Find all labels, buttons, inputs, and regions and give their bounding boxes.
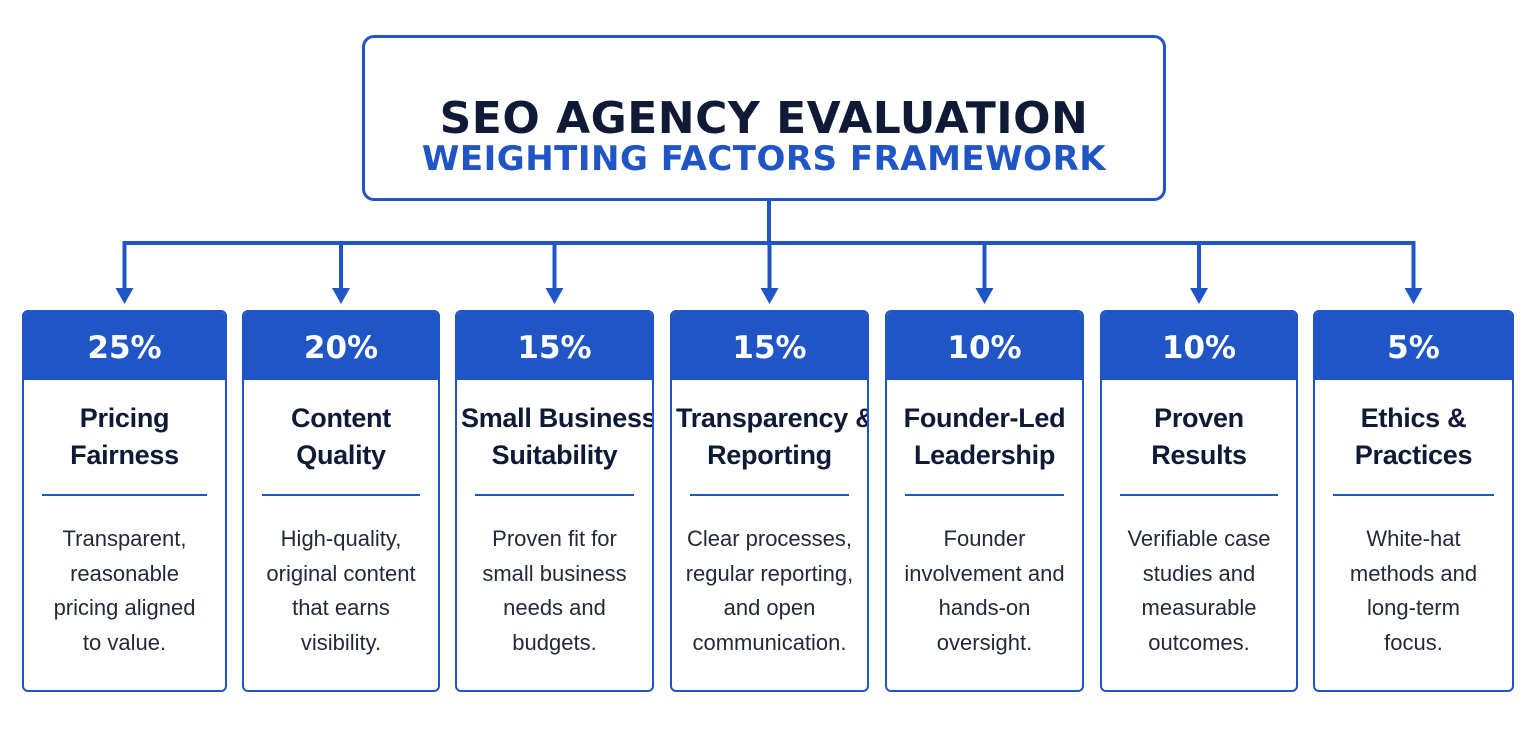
factor-title: Proven Results (1106, 400, 1292, 474)
factor-description-line: Proven fit for (492, 526, 617, 551)
factor-title-line: Founder-Led (903, 403, 1066, 433)
factor-card-transparency-reporting: 15% Transparency & Reporting Clear processe… (670, 310, 869, 692)
factor-description-line: reasonable (70, 560, 179, 586)
card-divider (690, 494, 849, 496)
factor-description-line: regular reporting, (685, 560, 854, 586)
factor-description: Clear processes, regular reporting, and op… (678, 522, 861, 660)
weight-percentage: 10% (1102, 312, 1296, 380)
card-divider (42, 494, 207, 496)
arrowhead-small-business-suitability (545, 288, 564, 304)
factor-description-line: methods and (1349, 560, 1478, 586)
factor-title: Founder-Led Leadership (891, 400, 1078, 474)
card-divider (262, 494, 420, 496)
card-divider (475, 494, 634, 496)
diagram-subtitle: WEIGHTING FACTORS FRAMEWORK (421, 139, 1107, 179)
factor-description-line: to value. (82, 629, 167, 655)
factor-description-line: focus. (1384, 629, 1443, 655)
weight-percentage: 20% (244, 312, 438, 380)
weight-percentage: 25% (24, 312, 225, 380)
factor-card-content-quality: 20% Content Quality High-quality, original c… (242, 310, 440, 692)
factor-title-line: Suitability (491, 440, 618, 470)
factor-description-line: small business (482, 560, 627, 586)
factor-title-line: Results (1151, 440, 1247, 470)
factor-description-line: oversight. (936, 629, 1033, 655)
factor-description-line: communication. (692, 629, 847, 655)
arrowhead-founder-led-leadership (975, 288, 994, 304)
arrowhead-pricing-fairness (115, 288, 134, 304)
weight-percentage: 15% (457, 312, 652, 380)
factor-description-line: hands-on (938, 595, 1031, 620)
factor-description: Founder involvement and hands-on oversight. (893, 522, 1076, 660)
factor-description-line: visibility. (300, 629, 382, 655)
factor-card-small-business-suitability: 15% Small Business Suitability Proven fit f… (455, 310, 654, 692)
factor-title-line: Fairness (70, 440, 179, 470)
factor-description-line: outcomes. (1148, 629, 1250, 655)
factor-description: Transparent, reasonable pricing aligned to … (30, 522, 219, 660)
factor-title-line: Small Business (461, 403, 654, 433)
factor-description-line: budgets. (512, 629, 597, 655)
title-box: SEO AGENCY EVALUATION WEIGHTING FACTORS … (362, 35, 1166, 201)
factor-title-line: Pricing (79, 403, 170, 433)
factor-title: Content Quality (248, 400, 434, 474)
factor-title-line: Leadership (913, 440, 1056, 470)
arrowhead-transparency-reporting (760, 288, 779, 304)
factor-card-ethics-practices: 5% Ethics & Practices White-hat methods and l… (1313, 310, 1514, 692)
factor-description: White-hat methods and long-term focus. (1321, 522, 1506, 660)
factor-description-line: long-term (1367, 595, 1460, 620)
factor-description-line: involvement and (904, 560, 1065, 586)
factor-description-line: High-quality, (280, 526, 402, 551)
factor-title-line: Ethics & (1360, 403, 1467, 433)
weight-percentage: 10% (887, 312, 1082, 380)
card-divider (1333, 494, 1494, 496)
factor-description-line: measurable (1141, 595, 1257, 620)
factor-title-line: Content (291, 403, 391, 433)
card-divider (905, 494, 1064, 496)
factor-title: Pricing Fairness (28, 400, 221, 474)
factor-description-line: original content (266, 560, 416, 586)
factor-title: Small Business Suitability (461, 400, 654, 474)
factor-card-proven-results: 10% Proven Results Verifiable case studies a… (1100, 310, 1298, 692)
factor-title-line: Practices (1354, 440, 1473, 470)
factor-description-line: pricing aligned (53, 595, 196, 620)
factor-description-line: needs and (503, 595, 606, 620)
arrowhead-proven-results (1190, 288, 1208, 304)
factor-description-line: Verifiable case (1127, 526, 1271, 551)
factor-title: Ethics & Practices (1319, 400, 1508, 474)
diagram-title: SEO AGENCY EVALUATION (439, 93, 1089, 144)
factor-description-line: studies and (1142, 560, 1256, 586)
factor-title-line: Reporting (707, 440, 832, 470)
factor-card-founder-led-leadership: 10% Founder-Led Leadership Founder involveme… (885, 310, 1084, 692)
factor-description-line: White-hat (1366, 526, 1461, 551)
factor-title-line: Proven (1154, 403, 1244, 433)
factor-description: High-quality, original content that earns v… (250, 522, 432, 660)
factor-title-line: Transparency & (676, 403, 869, 433)
factor-card-pricing-fairness: 25% Pricing Fairness Transparent, reasonable… (22, 310, 227, 692)
factor-description-line: Clear processes, (686, 526, 853, 551)
card-divider (1120, 494, 1278, 496)
arrowhead-ethics-practices (1404, 288, 1423, 304)
factor-title-line: Quality (296, 440, 386, 470)
factor-description: Verifiable case studies and measurable outc… (1108, 522, 1290, 660)
factor-description-line: and open (723, 595, 816, 620)
factor-description: Proven fit for small business needs and bud… (463, 522, 646, 660)
factor-description-line: Transparent, (62, 526, 187, 551)
factor-description-line: that earns (292, 595, 390, 620)
factor-title: Transparency & Reporting (676, 400, 869, 474)
weight-percentage: 5% (1315, 312, 1512, 380)
weight-percentage: 15% (672, 312, 867, 380)
arrowhead-content-quality (332, 288, 350, 304)
factor-description-line: Founder (943, 526, 1026, 551)
